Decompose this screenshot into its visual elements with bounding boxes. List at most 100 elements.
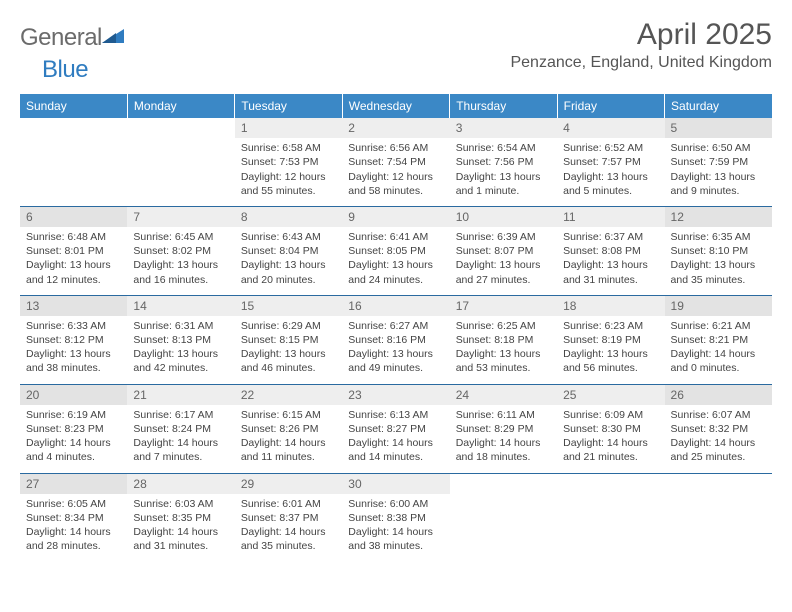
sunset-text: Sunset: 7:57 PM [563,155,658,169]
calendar-cell: 8Sunrise: 6:43 AMSunset: 8:04 PMDaylight… [235,206,342,295]
calendar-cell: 9Sunrise: 6:41 AMSunset: 8:05 PMDaylight… [342,206,449,295]
calendar-cell: 20Sunrise: 6:19 AMSunset: 8:23 PMDayligh… [20,384,127,473]
daylight-text: Daylight: 13 hours and 53 minutes. [456,347,551,375]
calendar-cell [557,473,664,561]
day-content: Sunrise: 6:17 AMSunset: 8:24 PMDaylight:… [127,405,234,473]
calendar-cell: 18Sunrise: 6:23 AMSunset: 8:19 PMDayligh… [557,295,664,384]
sunrise-text: Sunrise: 6:11 AM [456,408,551,422]
weekday-header: Saturday [665,94,772,118]
sunset-text: Sunset: 7:56 PM [456,155,551,169]
calendar-cell: 17Sunrise: 6:25 AMSunset: 8:18 PMDayligh… [450,295,557,384]
day-content: Sunrise: 6:56 AMSunset: 7:54 PMDaylight:… [342,138,449,206]
calendar-cell: 19Sunrise: 6:21 AMSunset: 8:21 PMDayligh… [665,295,772,384]
day-number: 29 [235,474,342,494]
calendar-cell: 12Sunrise: 6:35 AMSunset: 8:10 PMDayligh… [665,206,772,295]
day-content: Sunrise: 6:33 AMSunset: 8:12 PMDaylight:… [20,316,127,384]
day-content: Sunrise: 6:15 AMSunset: 8:26 PMDaylight:… [235,405,342,473]
day-content: Sunrise: 6:29 AMSunset: 8:15 PMDaylight:… [235,316,342,384]
weekday-header: Thursday [450,94,557,118]
day-number: 2 [342,118,449,138]
logo-text-1: General [20,24,102,51]
sunset-text: Sunset: 8:23 PM [26,422,121,436]
day-number: 22 [235,385,342,405]
calendar-cell: 22Sunrise: 6:15 AMSunset: 8:26 PMDayligh… [235,384,342,473]
sunset-text: Sunset: 8:27 PM [348,422,443,436]
daylight-text: Daylight: 13 hours and 16 minutes. [133,258,228,286]
daylight-text: Daylight: 14 hours and 21 minutes. [563,436,658,464]
calendar-cell: 3Sunrise: 6:54 AMSunset: 7:56 PMDaylight… [450,118,557,206]
daylight-text: Daylight: 14 hours and 14 minutes. [348,436,443,464]
logo-text-2-wrap: Blue [20,56,88,84]
calendar-cell: 5Sunrise: 6:50 AMSunset: 7:59 PMDaylight… [665,118,772,206]
logo-text: General [20,24,102,52]
sunset-text: Sunset: 8:13 PM [133,333,228,347]
title-block: April 2025 Penzance, England, United Kin… [510,18,772,72]
sunset-text: Sunset: 8:12 PM [26,333,121,347]
calendar-week-row: 13Sunrise: 6:33 AMSunset: 8:12 PMDayligh… [20,295,772,384]
sunset-text: Sunset: 7:54 PM [348,155,443,169]
day-number: 15 [235,296,342,316]
sunset-text: Sunset: 8:18 PM [456,333,551,347]
day-content: Sunrise: 6:54 AMSunset: 7:56 PMDaylight:… [450,138,557,206]
calendar-cell [20,118,127,206]
daylight-text: Daylight: 13 hours and 9 minutes. [671,170,766,198]
daylight-text: Daylight: 13 hours and 12 minutes. [26,258,121,286]
day-number: 14 [127,296,234,316]
sunset-text: Sunset: 8:24 PM [133,422,228,436]
sunset-text: Sunset: 8:30 PM [563,422,658,436]
calendar-cell: 4Sunrise: 6:52 AMSunset: 7:57 PMDaylight… [557,118,664,206]
day-content: Sunrise: 6:09 AMSunset: 8:30 PMDaylight:… [557,405,664,473]
day-number: 20 [20,385,127,405]
calendar-cell: 30Sunrise: 6:00 AMSunset: 8:38 PMDayligh… [342,473,449,561]
day-number: 6 [20,207,127,227]
sunrise-text: Sunrise: 6:56 AM [348,141,443,155]
sunrise-text: Sunrise: 6:50 AM [671,141,766,155]
sunset-text: Sunset: 8:04 PM [241,244,336,258]
calendar-cell: 10Sunrise: 6:39 AMSunset: 8:07 PMDayligh… [450,206,557,295]
calendar-cell: 26Sunrise: 6:07 AMSunset: 8:32 PMDayligh… [665,384,772,473]
calendar-cell: 29Sunrise: 6:01 AMSunset: 8:37 PMDayligh… [235,473,342,561]
weekday-header: Monday [127,94,234,118]
calendar-cell: 21Sunrise: 6:17 AMSunset: 8:24 PMDayligh… [127,384,234,473]
calendar-cell: 15Sunrise: 6:29 AMSunset: 8:15 PMDayligh… [235,295,342,384]
daylight-text: Daylight: 13 hours and 46 minutes. [241,347,336,375]
calendar-cell [665,473,772,561]
daylight-text: Daylight: 14 hours and 28 minutes. [26,525,121,553]
day-content: Sunrise: 6:21 AMSunset: 8:21 PMDaylight:… [665,316,772,384]
sunset-text: Sunset: 7:59 PM [671,155,766,169]
day-content: Sunrise: 6:52 AMSunset: 7:57 PMDaylight:… [557,138,664,206]
daylight-text: Daylight: 14 hours and 18 minutes. [456,436,551,464]
daylight-text: Daylight: 12 hours and 58 minutes. [348,170,443,198]
sunset-text: Sunset: 8:07 PM [456,244,551,258]
daylight-text: Daylight: 14 hours and 7 minutes. [133,436,228,464]
daylight-text: Daylight: 13 hours and 49 minutes. [348,347,443,375]
sunrise-text: Sunrise: 6:45 AM [133,230,228,244]
day-number: 27 [20,474,127,494]
day-number: 30 [342,474,449,494]
sunrise-text: Sunrise: 6:23 AM [563,319,658,333]
day-content: Sunrise: 6:05 AMSunset: 8:34 PMDaylight:… [20,494,127,562]
day-number: 9 [342,207,449,227]
sunset-text: Sunset: 8:37 PM [241,511,336,525]
day-content: Sunrise: 6:50 AMSunset: 7:59 PMDaylight:… [665,138,772,206]
sunrise-text: Sunrise: 6:31 AM [133,319,228,333]
sunrise-text: Sunrise: 6:25 AM [456,319,551,333]
calendar-cell: 16Sunrise: 6:27 AMSunset: 8:16 PMDayligh… [342,295,449,384]
logo-triangle-icon [102,27,126,50]
day-content: Sunrise: 6:27 AMSunset: 8:16 PMDaylight:… [342,316,449,384]
day-number: 18 [557,296,664,316]
sunset-text: Sunset: 8:34 PM [26,511,121,525]
day-content: Sunrise: 6:43 AMSunset: 8:04 PMDaylight:… [235,227,342,295]
day-number: 26 [665,385,772,405]
calendar-cell: 27Sunrise: 6:05 AMSunset: 8:34 PMDayligh… [20,473,127,561]
daylight-text: Daylight: 13 hours and 31 minutes. [563,258,658,286]
day-number: 19 [665,296,772,316]
month-title: April 2025 [510,18,772,52]
sunrise-text: Sunrise: 6:15 AM [241,408,336,422]
day-number: 11 [557,207,664,227]
weekday-header: Sunday [20,94,127,118]
daylight-text: Daylight: 13 hours and 24 minutes. [348,258,443,286]
daylight-text: Daylight: 13 hours and 20 minutes. [241,258,336,286]
daylight-text: Daylight: 13 hours and 27 minutes. [456,258,551,286]
daylight-text: Daylight: 14 hours and 11 minutes. [241,436,336,464]
